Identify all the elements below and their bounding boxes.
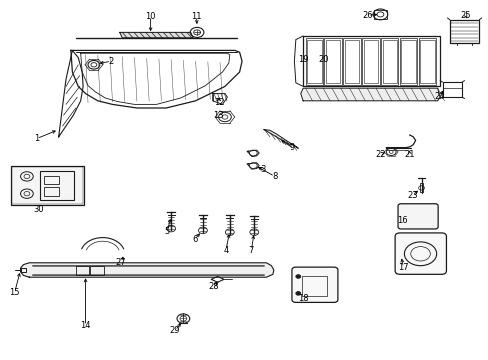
Text: 23: 23 [406, 191, 417, 199]
Bar [449, 20, 478, 43]
Bar [380, 38, 398, 85]
Text: 2: 2 [109, 57, 114, 66]
Text: 4: 4 [223, 246, 228, 255]
Bar [302, 276, 326, 296]
FancyBboxPatch shape [291, 267, 337, 302]
Bar [362, 38, 379, 85]
Text: 19: 19 [297, 55, 308, 64]
Bar [40, 171, 74, 200]
Text: 9: 9 [289, 143, 294, 152]
Bar [90, 266, 104, 275]
Bar [399, 38, 416, 85]
Bar [11, 166, 84, 205]
Circle shape [295, 275, 300, 278]
Text: 20: 20 [317, 55, 328, 64]
Text: 13: 13 [213, 111, 224, 120]
Bar [303, 36, 439, 86]
Text: 21: 21 [404, 150, 414, 158]
Text: 12: 12 [213, 98, 224, 107]
Bar [325, 40, 340, 83]
Bar [306, 40, 321, 83]
Bar [419, 40, 434, 83]
Text: 26: 26 [362, 10, 372, 19]
Text: 11: 11 [191, 12, 202, 21]
Text: 6: 6 [192, 235, 197, 244]
Text: 27: 27 [115, 258, 126, 266]
Bar [305, 38, 323, 85]
Circle shape [295, 292, 300, 295]
FancyBboxPatch shape [397, 204, 437, 229]
Bar [373, 10, 386, 19]
Text: 28: 28 [208, 282, 219, 291]
Bar [382, 40, 396, 83]
Text: 8: 8 [272, 172, 277, 181]
Bar [344, 40, 359, 83]
Bar [418, 38, 435, 85]
Text: 10: 10 [145, 12, 156, 21]
Text: 24: 24 [434, 92, 445, 101]
Text: 5: 5 [164, 228, 169, 236]
Text: 7: 7 [248, 246, 253, 255]
Text: 30: 30 [33, 205, 43, 214]
Bar [442, 82, 461, 97]
Bar [76, 266, 89, 275]
Bar [419, 183, 423, 192]
Bar [401, 40, 415, 83]
Polygon shape [20, 263, 273, 277]
Polygon shape [300, 88, 439, 101]
Text: 3: 3 [260, 165, 265, 174]
Bar [20, 268, 26, 272]
FancyBboxPatch shape [394, 233, 446, 274]
Bar [324, 38, 341, 85]
Polygon shape [120, 32, 193, 38]
Text: 18: 18 [297, 294, 308, 302]
Bar [343, 38, 360, 85]
Bar [44, 176, 59, 184]
Text: 14: 14 [80, 321, 91, 330]
Text: 16: 16 [396, 216, 407, 225]
Polygon shape [264, 130, 298, 148]
Text: 25: 25 [459, 10, 470, 19]
Text: 1: 1 [34, 134, 39, 143]
Text: 22: 22 [374, 150, 385, 158]
Bar [363, 40, 377, 83]
Bar [12, 167, 82, 204]
Text: 17: 17 [397, 263, 408, 271]
Bar [44, 187, 59, 196]
Text: 29: 29 [169, 326, 180, 335]
Text: 15: 15 [9, 288, 20, 297]
